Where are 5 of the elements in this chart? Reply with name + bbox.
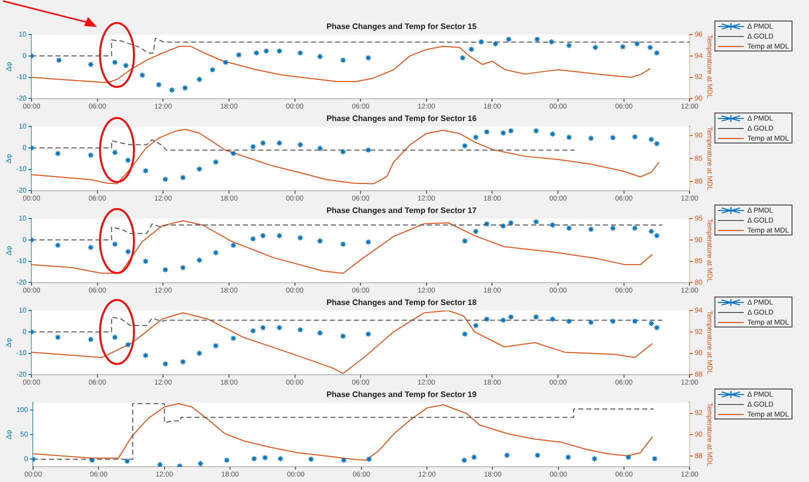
chart-title: Phase Changes and Temp for Sector 17	[326, 206, 478, 216]
chart-title: Phase Changes and Temp for Sector 16	[326, 114, 478, 124]
chart-title: Phase Changes and Temp for Sector 19	[326, 390, 478, 400]
chart-title: Phase Changes and Temp for Sector 15	[326, 22, 478, 32]
chart-title: Phase Changes and Temp for Sector 18	[326, 298, 478, 308]
